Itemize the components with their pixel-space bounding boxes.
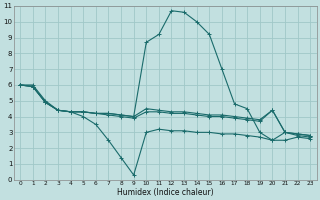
- X-axis label: Humidex (Indice chaleur): Humidex (Indice chaleur): [117, 188, 213, 197]
